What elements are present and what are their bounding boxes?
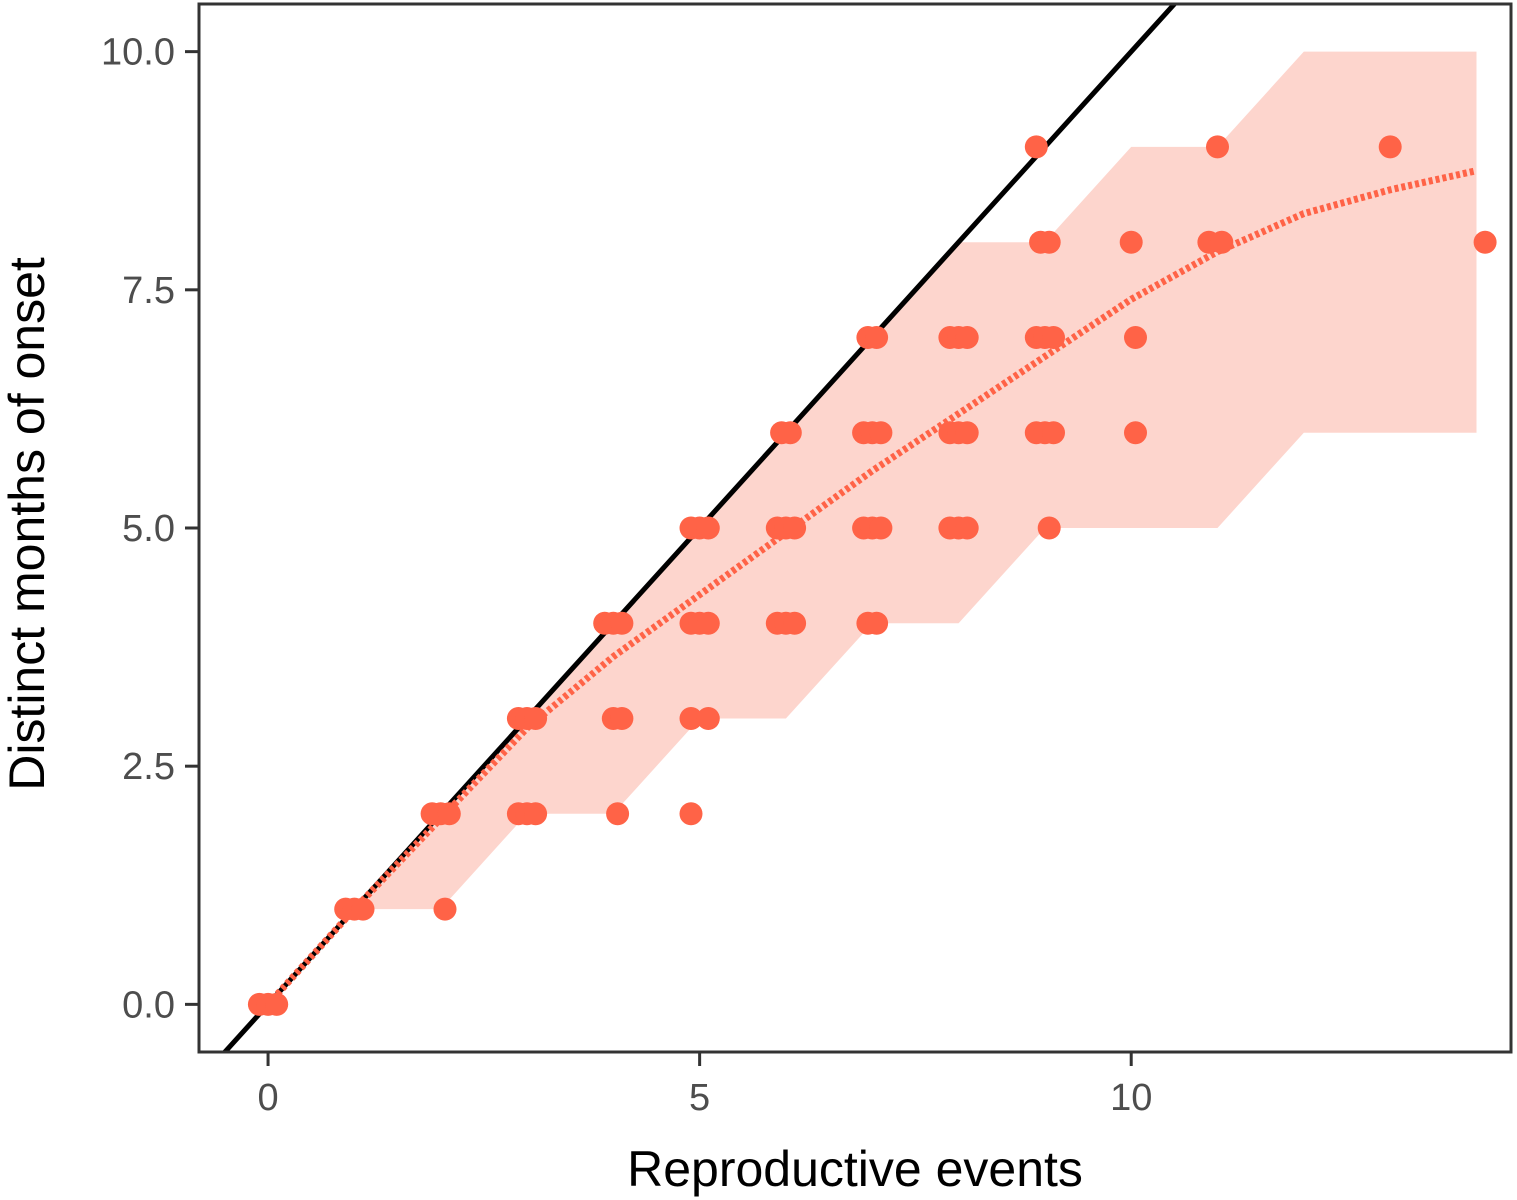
data-point (524, 707, 548, 730)
y-tick-label: 7.5 (122, 270, 175, 312)
identity-line-layer (221, 4, 1178, 1052)
y-tick-label: 5.0 (122, 508, 175, 550)
points-layer (247, 135, 1497, 1016)
data-point (1473, 230, 1497, 254)
trend-line (265, 167, 1478, 1007)
data-point (1037, 516, 1061, 540)
x-tick-label: 5 (689, 1077, 710, 1119)
data-point (865, 611, 889, 635)
data-point (606, 802, 630, 826)
data-point (1378, 135, 1402, 159)
data-point (783, 611, 807, 635)
data-point (1119, 230, 1143, 254)
y-tick-label: 2.5 (122, 746, 175, 788)
x-tick-label: 10 (1110, 1077, 1152, 1119)
data-point (1042, 421, 1065, 445)
data-point (610, 707, 634, 730)
data-point (1210, 230, 1234, 254)
x-tick-label: 0 (257, 1077, 278, 1119)
data-point (437, 802, 461, 826)
data-point (1206, 135, 1229, 159)
data-point (679, 802, 703, 826)
y-tick-label: 0.0 (122, 984, 175, 1026)
data-point (865, 326, 889, 349)
x-axis: 0 5 10 (257, 1052, 1152, 1119)
y-axis: 0.0 2.5 5.0 7.5 10.0 (101, 32, 199, 1026)
data-point (1037, 230, 1061, 254)
data-point (433, 897, 457, 921)
trend-line-layer (265, 167, 1478, 1007)
data-point (955, 326, 979, 349)
data-point (955, 421, 979, 445)
data-point (1124, 326, 1147, 349)
data-point (778, 421, 802, 445)
x-axis-title: Reproductive events (627, 1141, 1083, 1197)
data-point (1024, 135, 1048, 159)
data-point (955, 516, 979, 540)
identity-line (221, 4, 1178, 1052)
data-point (696, 707, 720, 730)
data-point (696, 516, 720, 540)
data-point (696, 611, 720, 635)
data-point (265, 992, 289, 1016)
y-axis-title: Distinct months of onset (0, 257, 55, 791)
data-point (869, 516, 893, 540)
data-point (869, 421, 893, 445)
data-point (610, 611, 634, 635)
data-point (1042, 326, 1065, 349)
data-point (783, 516, 807, 540)
data-point (524, 802, 548, 826)
y-tick-label: 10.0 (101, 32, 175, 74)
data-point (1124, 421, 1147, 445)
data-point (351, 897, 375, 921)
data-point (679, 707, 703, 730)
